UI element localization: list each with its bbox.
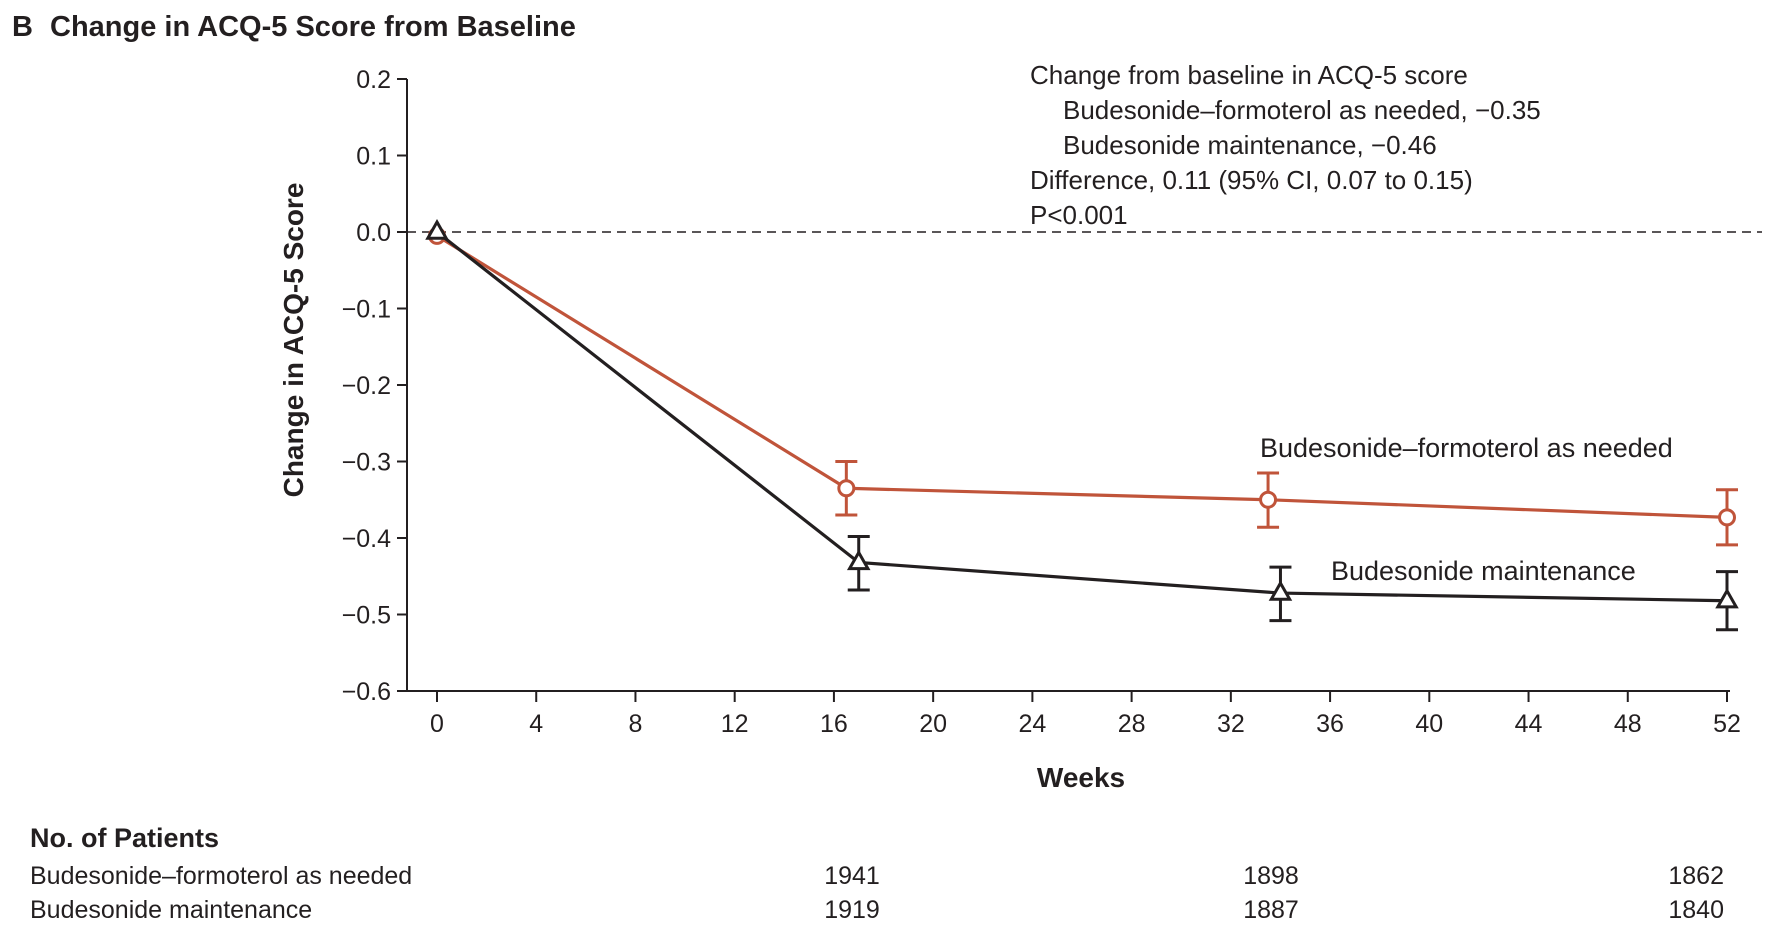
- data-point-triangle: [846, 549, 871, 571]
- x-tick-label: 12: [721, 710, 749, 738]
- series-line: [436, 230, 1728, 603]
- series-formoterol: [428, 226, 1738, 547]
- patients-count: 1919: [824, 896, 880, 924]
- y-tick-label: 0.2: [356, 66, 391, 94]
- series-line: [436, 234, 1728, 519]
- data-point-triangle: [1715, 587, 1739, 609]
- y-ticks: 0.2 0.1 0.0 −0.1 −0.2 −0.3 −0.4 −0.5 −0.6: [342, 66, 407, 706]
- x-tick-label: 32: [1217, 710, 1245, 738]
- annotation-p-value: P<0.001: [1030, 200, 1128, 230]
- patients-row-label-maintenance: Budesonide maintenance: [30, 896, 312, 924]
- x-tick-label: 48: [1614, 710, 1642, 738]
- stats-annotation: Change from baseline in ACQ-5 score Bude…: [1030, 60, 1541, 230]
- x-tick-label: 24: [1018, 710, 1046, 738]
- x-tick-label: 16: [820, 710, 848, 738]
- y-tick-label: 0.0: [356, 219, 391, 247]
- series-maintenance: [425, 218, 1739, 632]
- y-tick-label: −0.6: [342, 678, 391, 706]
- annotation-difference: Difference, 0.11 (95% CI, 0.07 to 0.15): [1030, 165, 1473, 195]
- y-tick-label: −0.3: [342, 449, 391, 477]
- data-point-triangle: [425, 218, 449, 240]
- x-tick-label: 40: [1415, 710, 1443, 738]
- annotation-heading: Change from baseline in ACQ-5 score: [1030, 60, 1468, 90]
- patients-table: No. of Patients Budesonide–formoterol as…: [30, 823, 1724, 924]
- patients-count: 1862: [1668, 862, 1724, 890]
- x-tick-label: 4: [529, 710, 543, 738]
- x-tick-label: 36: [1316, 710, 1344, 738]
- y-axis-title: Change in ACQ-5 Score: [278, 183, 309, 498]
- y-tick-label: 0.1: [356, 143, 391, 171]
- x-tick-label: 28: [1118, 710, 1146, 738]
- x-tick-label: 52: [1713, 710, 1741, 738]
- patients-count: 1887: [1243, 896, 1299, 924]
- patients-table-header: No. of Patients: [30, 823, 219, 853]
- patients-row-label-formoterol: Budesonide–formoterol as needed: [30, 862, 412, 890]
- data-point-triangle: [1268, 580, 1293, 601]
- patients-count: 1898: [1243, 862, 1299, 890]
- data-point-circle: [1718, 508, 1736, 527]
- panel-title: Change in ACQ-5 Score from Baseline: [50, 11, 576, 43]
- series-label-formoterol: Budesonide–formoterol as needed: [1260, 433, 1673, 463]
- series-label-maintenance: Budesonide maintenance: [1331, 556, 1636, 586]
- series-layer: [425, 218, 1739, 632]
- y-tick-label: −0.2: [342, 372, 391, 400]
- x-tick-label: 20: [919, 710, 947, 738]
- data-point-circle: [837, 479, 856, 498]
- data-point-circle: [1259, 490, 1278, 509]
- patients-count: 1840: [1668, 896, 1724, 924]
- panel-letter: B: [12, 11, 33, 43]
- y-tick-label: −0.4: [342, 525, 391, 553]
- annotation-formoterol: Budesonide–formoterol as needed, −0.35: [1063, 95, 1541, 125]
- y-tick-label: −0.1: [342, 296, 391, 324]
- annotation-maintenance: Budesonide maintenance, −0.46: [1063, 130, 1437, 160]
- x-ticks: 0 4 8 12 16 20 24 28 32 36 40 44 48 52: [430, 691, 1741, 738]
- x-axis-title: Weeks: [1037, 762, 1125, 793]
- y-tick-label: −0.5: [342, 602, 391, 630]
- x-tick-label: 0: [430, 710, 444, 738]
- x-tick-label: 8: [629, 710, 643, 738]
- patients-count: 1941: [824, 862, 880, 890]
- x-tick-label: 44: [1515, 710, 1543, 738]
